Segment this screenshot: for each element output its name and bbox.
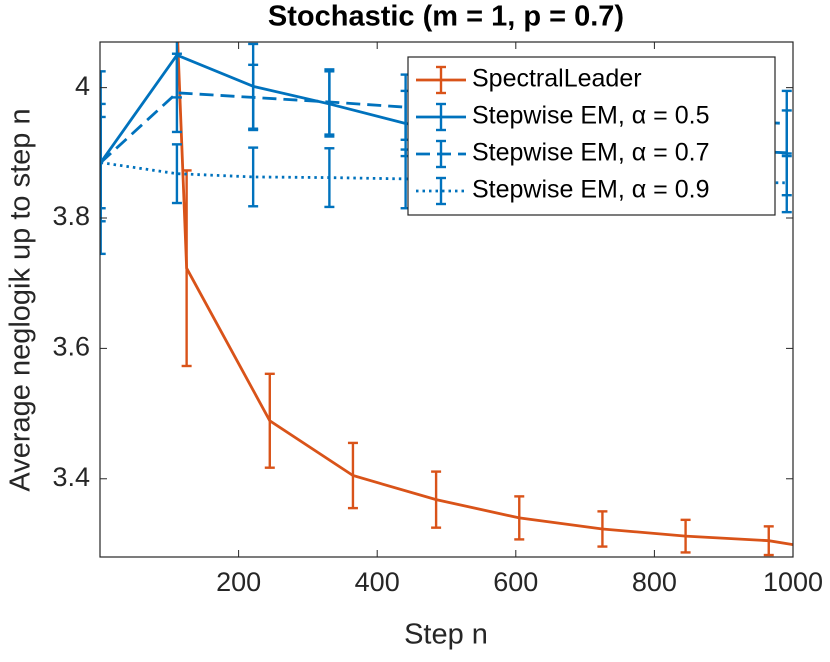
chart-title: Stochastic (m = 1, p = 0.7) xyxy=(268,1,624,33)
error-bar xyxy=(248,63,259,132)
error-bar xyxy=(347,441,358,510)
legend-label: Stepwise EM, α = 0.7 xyxy=(472,139,709,167)
error-bar xyxy=(248,146,259,208)
y-tick-label: 4 xyxy=(75,71,90,101)
error-bar xyxy=(171,143,182,205)
y-tick-label: 3.6 xyxy=(52,332,90,362)
error-bar xyxy=(781,152,792,214)
error-bar xyxy=(264,372,275,469)
legend-label: Stepwise EM, α = 0.9 xyxy=(472,176,709,204)
error-bar xyxy=(324,147,335,209)
x-axis-label: Step n xyxy=(404,619,488,651)
x-tick-label: 1000 xyxy=(763,567,823,597)
legend: SpectralLeader Stepwise EM, α = 0.5 Stepwi… xyxy=(407,56,776,216)
x-tick-label: 200 xyxy=(216,567,261,597)
x-tick-label: 800 xyxy=(632,567,677,597)
error-bar xyxy=(324,68,335,136)
y-tick-label: 3.8 xyxy=(52,201,90,231)
error-bar xyxy=(181,169,192,368)
y-axis-label: Average neglogik up to step n xyxy=(5,108,37,491)
series-line xyxy=(176,42,793,546)
error-bar xyxy=(514,495,525,541)
x-tick-label: 600 xyxy=(493,567,538,597)
x-tick-label: 400 xyxy=(355,567,400,597)
error-bar xyxy=(597,510,608,548)
axes: 200 400 600 800 1000 3.4 3.6 3.8 4 xyxy=(52,41,823,597)
legend-box xyxy=(407,56,776,216)
error-bar xyxy=(171,52,182,134)
error-bar xyxy=(763,525,774,557)
error-bar xyxy=(680,518,691,554)
error-bar xyxy=(431,470,442,529)
legend-label: SpectralLeader xyxy=(472,65,642,93)
error-bar xyxy=(100,115,106,210)
legend-label: Stepwise EM, α = 0.5 xyxy=(472,102,709,130)
y-tick-label: 3.4 xyxy=(52,462,90,492)
axes-box xyxy=(99,41,794,558)
